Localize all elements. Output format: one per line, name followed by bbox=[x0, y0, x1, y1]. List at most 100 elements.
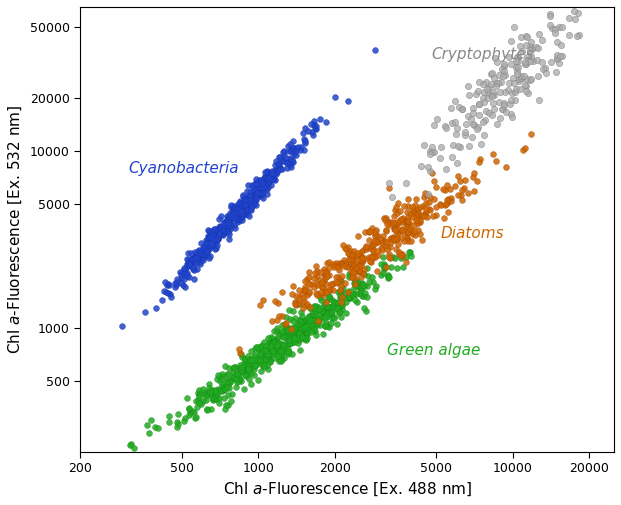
Point bbox=[455, 177, 465, 185]
Point bbox=[143, 429, 153, 437]
Point bbox=[258, 355, 268, 363]
Point bbox=[280, 343, 290, 351]
Point bbox=[484, 109, 494, 117]
Point bbox=[294, 335, 304, 343]
Point bbox=[356, 255, 366, 263]
Point bbox=[333, 262, 343, 270]
Point bbox=[279, 355, 289, 363]
Point bbox=[220, 217, 230, 225]
Point bbox=[292, 299, 302, 308]
Point bbox=[340, 260, 350, 268]
Point bbox=[213, 232, 223, 240]
Point bbox=[557, 23, 567, 31]
Point bbox=[479, 98, 489, 106]
Point bbox=[300, 323, 310, 331]
Point bbox=[439, 214, 449, 222]
Point bbox=[278, 157, 288, 165]
Point bbox=[517, 47, 527, 56]
Point bbox=[206, 228, 215, 236]
Point bbox=[202, 405, 212, 413]
Point bbox=[428, 121, 438, 129]
Point bbox=[425, 193, 435, 201]
Point bbox=[396, 215, 406, 223]
Point bbox=[295, 333, 305, 341]
Point bbox=[511, 57, 521, 65]
Point bbox=[251, 194, 261, 202]
Point bbox=[499, 61, 509, 69]
Point bbox=[271, 341, 281, 349]
Point bbox=[252, 192, 262, 200]
Point bbox=[225, 222, 235, 230]
Point bbox=[278, 341, 288, 349]
Point bbox=[313, 311, 323, 319]
Point bbox=[243, 198, 253, 206]
Point bbox=[273, 352, 283, 360]
Point bbox=[327, 279, 337, 287]
Point bbox=[274, 163, 284, 171]
Point bbox=[214, 394, 224, 402]
Point bbox=[473, 123, 483, 131]
Point bbox=[402, 217, 412, 225]
Point bbox=[291, 328, 301, 336]
Point bbox=[299, 322, 309, 330]
Point bbox=[311, 315, 321, 323]
Point bbox=[207, 237, 217, 245]
Point bbox=[222, 221, 232, 229]
Point bbox=[322, 321, 332, 329]
Point bbox=[299, 320, 309, 328]
Point bbox=[513, 58, 523, 66]
Point bbox=[276, 349, 286, 358]
Point bbox=[239, 384, 249, 392]
Point bbox=[235, 209, 245, 217]
Point bbox=[302, 333, 312, 341]
Point bbox=[286, 146, 296, 155]
Point bbox=[232, 210, 242, 218]
Point bbox=[333, 279, 343, 287]
Point bbox=[261, 182, 271, 190]
Point bbox=[403, 217, 413, 225]
Point bbox=[296, 318, 306, 326]
Point bbox=[225, 221, 235, 229]
Point bbox=[354, 289, 364, 297]
Point bbox=[364, 228, 374, 236]
Point bbox=[235, 207, 245, 215]
Point bbox=[209, 228, 219, 236]
Point bbox=[393, 219, 403, 227]
Point bbox=[237, 363, 247, 371]
Point bbox=[329, 313, 339, 321]
Point bbox=[215, 227, 225, 235]
Point bbox=[229, 209, 238, 217]
Point bbox=[389, 225, 399, 233]
Point bbox=[214, 223, 224, 231]
Point bbox=[269, 345, 279, 353]
Point bbox=[229, 211, 239, 219]
Point bbox=[336, 289, 346, 297]
Point bbox=[527, 75, 537, 83]
Point bbox=[356, 286, 366, 294]
Point bbox=[447, 119, 457, 127]
Point bbox=[153, 424, 163, 432]
Point bbox=[355, 250, 365, 259]
Point bbox=[210, 245, 220, 254]
Point bbox=[203, 226, 213, 234]
Point bbox=[243, 365, 253, 373]
Point bbox=[198, 251, 208, 259]
Point bbox=[323, 309, 333, 317]
Point bbox=[274, 161, 284, 169]
Point bbox=[263, 334, 273, 342]
Point bbox=[129, 443, 138, 451]
Point bbox=[258, 296, 268, 304]
Point bbox=[415, 230, 425, 238]
Point bbox=[242, 206, 252, 214]
Point bbox=[201, 250, 211, 258]
Point bbox=[311, 301, 321, 310]
Point bbox=[245, 369, 255, 377]
Point bbox=[185, 409, 195, 417]
Point bbox=[457, 105, 467, 113]
Point bbox=[411, 195, 421, 203]
Point bbox=[348, 262, 358, 270]
Point bbox=[343, 293, 353, 301]
Point bbox=[287, 155, 297, 163]
Point bbox=[252, 358, 261, 366]
Point bbox=[237, 200, 247, 208]
